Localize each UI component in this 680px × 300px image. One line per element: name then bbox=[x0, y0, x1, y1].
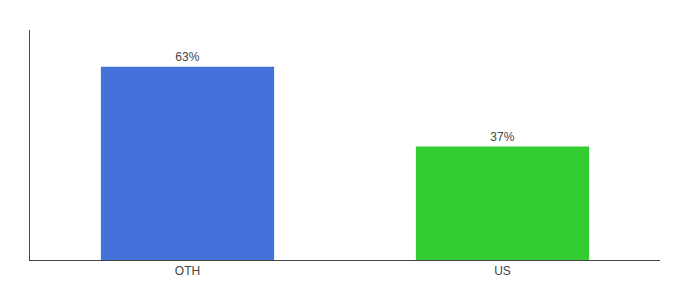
svg-text:37%: 37% bbox=[490, 130, 514, 144]
svg-text:OTH: OTH bbox=[175, 264, 200, 278]
svg-text:63%: 63% bbox=[175, 50, 199, 64]
svg-text:US: US bbox=[494, 264, 511, 278]
